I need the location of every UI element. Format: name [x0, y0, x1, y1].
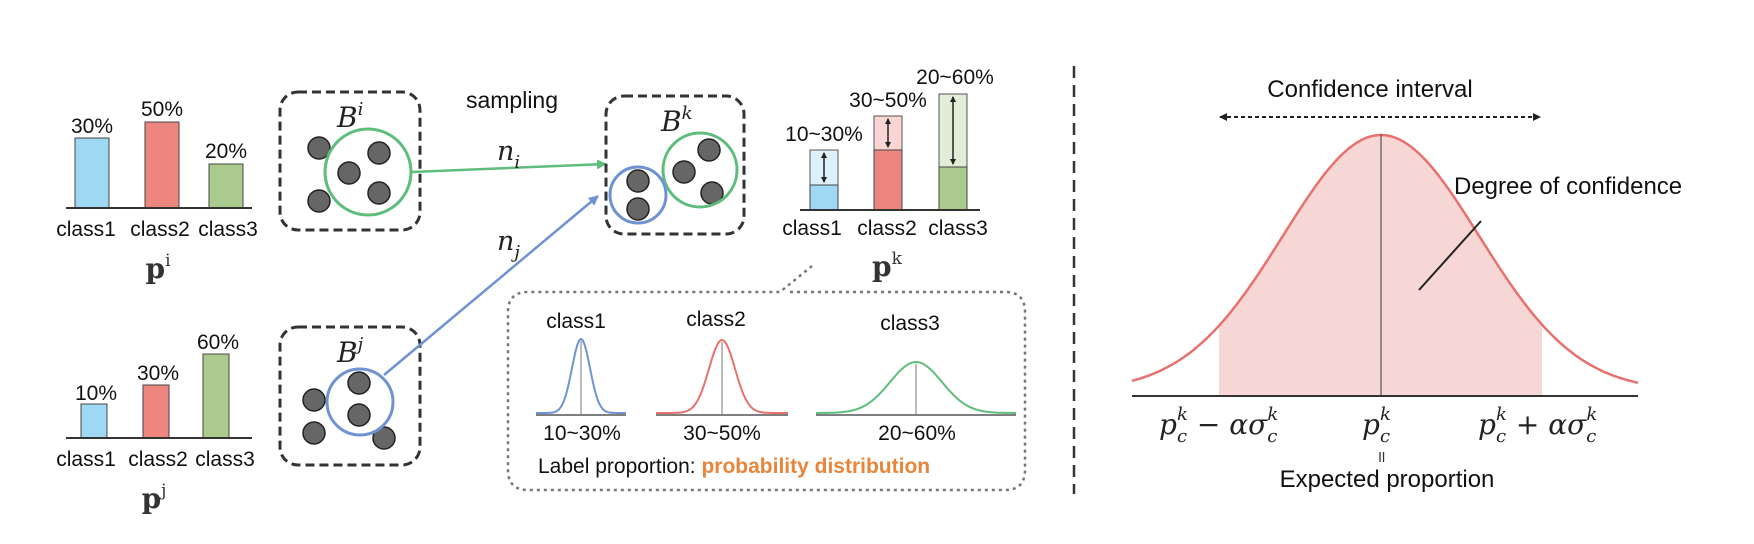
- ball: [626, 197, 650, 221]
- bar-pi-class1: [74, 137, 110, 209]
- class-label-pi-3: class3: [198, 218, 258, 241]
- ball: [367, 181, 391, 205]
- bag-bj: Bj: [278, 325, 422, 467]
- sample-circle-blue: [325, 367, 395, 437]
- range-label-pk-1: 10~30%: [785, 123, 863, 146]
- label-nj: nj: [497, 226, 520, 263]
- value-pi-class1: 30%: [71, 115, 113, 138]
- class-label-pi-1: class1: [56, 218, 116, 241]
- equals-sign: ॥: [1376, 449, 1386, 466]
- dist-title-class1: class1: [546, 310, 606, 333]
- class-label-pj-2: class2: [128, 448, 188, 471]
- bar-pj-class2: [142, 384, 170, 439]
- bag-bj-label: Bj: [336, 334, 364, 369]
- ball: [367, 141, 391, 165]
- chart-pi: 30% 50% 20% class1 class2 class3 pi: [56, 98, 258, 285]
- degree-pointer: [1418, 220, 1482, 291]
- class-label-pk-2: class2: [857, 217, 917, 240]
- degree-of-confidence-label: Degree of confidence: [1454, 173, 1682, 200]
- bag-bi: Bi: [278, 90, 422, 232]
- bar-pi-class2: [144, 121, 180, 209]
- class-label-pk-1: class1: [782, 217, 842, 240]
- bag-bk-label: Bk: [660, 103, 693, 138]
- dist-range-class3: 20~60%: [878, 422, 956, 445]
- chart-pk: 10~30% 30~50% 20~60% class1 class2 class…: [782, 66, 994, 283]
- label-pk: pk: [872, 249, 903, 283]
- sampling-arrows: sampling ni nj: [383, 87, 607, 376]
- range-label-pk-2: 30~50%: [849, 89, 927, 112]
- label-ni: ni: [497, 136, 520, 173]
- ball: [372, 426, 396, 450]
- chart-pj: 10% 30% 60% class1 class2 class3 pj: [56, 331, 255, 515]
- value-pi-class2: 50%: [141, 98, 183, 121]
- tick-label-mean: pck: [1362, 404, 1391, 447]
- value-pj-class2: 30%: [137, 362, 179, 385]
- bar-pi-class3: [208, 163, 244, 209]
- dist-range-class1: 10~30%: [543, 422, 621, 445]
- tick-label-upper: pck + ασck: [1478, 404, 1597, 447]
- ball: [672, 160, 696, 184]
- expected-proportion-label: Expected proportion: [1280, 466, 1495, 493]
- value-pj-class1: 10%: [75, 382, 117, 405]
- mini-curve-class3: [816, 360, 1016, 414]
- arrow-nj: [383, 195, 599, 376]
- ball: [697, 138, 721, 162]
- dist-title-class3: class3: [880, 312, 940, 335]
- mini-distribution-curves: [536, 337, 1016, 416]
- ball: [307, 136, 331, 160]
- ball: [347, 403, 371, 427]
- class-label-pi-2: class2: [130, 218, 190, 241]
- bag-bj-border: [278, 325, 422, 467]
- bag-bi-label: Bi: [336, 99, 363, 134]
- confidence-interval-label: Confidence interval: [1267, 76, 1472, 103]
- dist-range-class2: 30~50%: [683, 422, 761, 445]
- ball: [626, 169, 650, 193]
- ball: [347, 371, 371, 395]
- bar-pj-class1: [80, 403, 108, 439]
- ball: [337, 161, 361, 185]
- confidence-panel: Confidence interval Degree of confidence…: [1131, 76, 1682, 493]
- ball: [302, 388, 326, 412]
- sample-circle-green: [661, 131, 739, 209]
- class-label-pj-1: class1: [56, 448, 116, 471]
- sampling-label: sampling: [466, 87, 558, 113]
- bar-pk-class3: [938, 166, 968, 211]
- label-pj: pj: [142, 481, 167, 515]
- bag-bk-border: [604, 94, 746, 236]
- bar-pk-class2: [873, 149, 903, 211]
- class-label-pj-3: class3: [195, 448, 255, 471]
- bar-pj-class3: [202, 353, 230, 439]
- sample-circle-green: [323, 127, 413, 217]
- sample-circle-blue: [608, 165, 668, 225]
- gaussian-curve: [1131, 133, 1639, 385]
- label-pi: pi: [145, 251, 171, 285]
- value-pj-class3: 60%: [197, 331, 239, 354]
- distribution-box: class1 class2 class3 10~30% 30~50% 20~60…: [506, 265, 1027, 492]
- bar-pk-class1: [809, 184, 839, 211]
- arrow-ni: [411, 159, 607, 174]
- class-label-pk-3: class3: [928, 217, 988, 240]
- dist-caption: Label proportion: probability distributi…: [538, 455, 930, 478]
- ball: [302, 421, 326, 445]
- mini-curve-class1: [536, 337, 626, 414]
- value-pi-class3: 20%: [205, 140, 247, 163]
- bag-bk: Bk: [604, 94, 746, 236]
- dist-title-class2: class2: [686, 308, 746, 331]
- tick-label-lower: pck − ασck: [1159, 404, 1278, 447]
- bag-bi-border: [278, 90, 422, 232]
- range-label-pk-3: 20~60%: [916, 66, 994, 89]
- ball: [307, 189, 331, 213]
- mini-curve-class2: [656, 338, 788, 414]
